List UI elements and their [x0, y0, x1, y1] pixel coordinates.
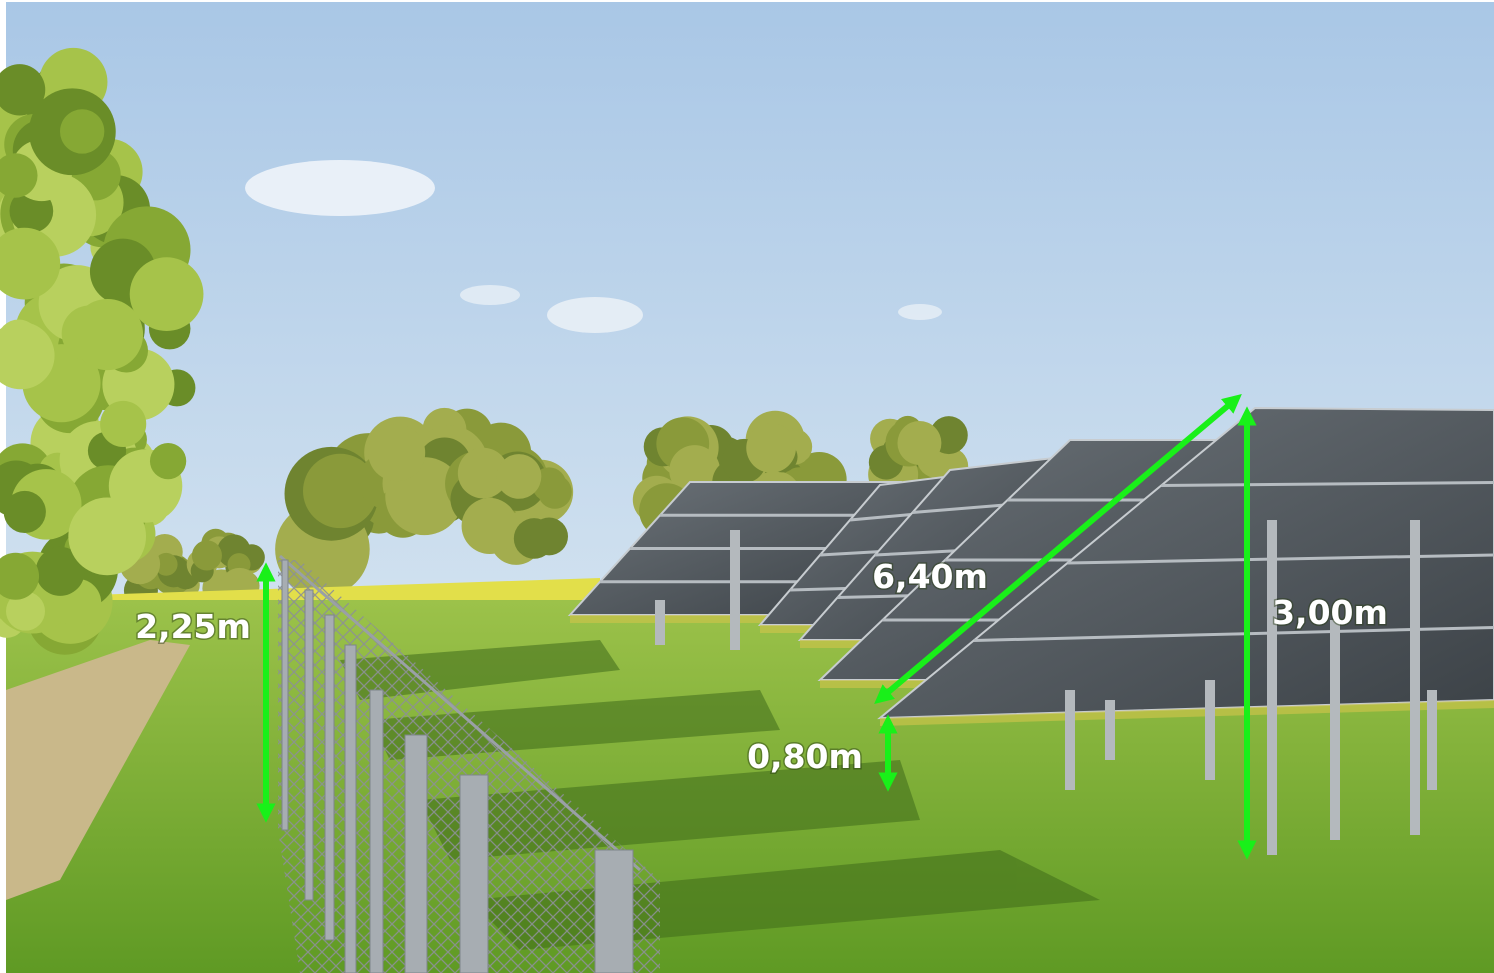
foliage [129, 257, 204, 332]
dimension-label: 0,80m [747, 737, 863, 776]
fence-post [344, 644, 357, 973]
foliage [191, 540, 222, 571]
foliage [303, 453, 378, 529]
fence-post [304, 589, 314, 901]
fence-post [324, 614, 335, 941]
foliage [71, 298, 144, 371]
foliage [35, 546, 85, 596]
support-post [1105, 700, 1115, 760]
foliage [801, 455, 833, 487]
support-post [1330, 620, 1340, 840]
foliage [897, 421, 942, 465]
dirt-path [6, 640, 190, 900]
fence-post [404, 734, 428, 973]
support-post [1205, 680, 1215, 780]
support-post [730, 530, 740, 650]
panel-underside [570, 615, 790, 623]
dimension-label: 6,40m [872, 557, 988, 596]
dimension-label: 3,00m [1272, 593, 1388, 632]
foliage [3, 490, 46, 534]
support-post [1267, 520, 1277, 855]
foliage [0, 319, 40, 363]
foliage [0, 64, 46, 116]
foliage [6, 591, 46, 631]
dimension-label: 2,25m [135, 607, 251, 646]
fence-post [459, 774, 489, 973]
fence-post [369, 689, 384, 973]
panel-underside [880, 700, 1494, 726]
support-post [655, 600, 665, 645]
foliage [368, 424, 426, 482]
foliage [60, 109, 105, 154]
dimension-arrows [256, 394, 1257, 860]
support-post [1065, 690, 1075, 790]
clouds [245, 160, 942, 333]
fence-post [594, 849, 634, 973]
foliage [149, 442, 187, 480]
foliage [0, 227, 61, 300]
foliage [530, 517, 569, 556]
fence [278, 554, 660, 973]
foliage [68, 497, 147, 576]
support-post [1427, 690, 1437, 790]
foliage [746, 423, 796, 473]
tree [0, 47, 204, 655]
fence-post [281, 559, 289, 831]
foliage [457, 447, 509, 499]
foliage [100, 400, 147, 448]
arrow [874, 394, 1242, 704]
foliage [496, 454, 542, 499]
foliage [154, 552, 178, 576]
foliage [0, 153, 38, 198]
foliage [461, 497, 518, 554]
support-post [1410, 520, 1420, 835]
foliage [0, 552, 40, 600]
